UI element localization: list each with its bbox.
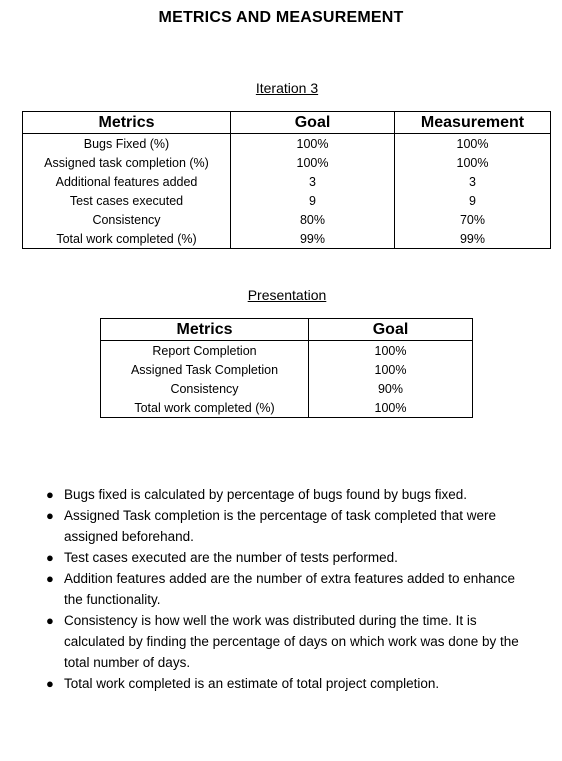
bullet-icon: ● bbox=[46, 571, 54, 586]
table-row: Assigned Task Completion 100% bbox=[100, 360, 473, 379]
metric-definitions-list: ● Bugs fixed is calculated by percentage… bbox=[34, 484, 534, 694]
list-item-text: Test cases executed are the number of te… bbox=[64, 550, 398, 565]
goal-value: 99% bbox=[230, 229, 395, 249]
goal-value: 100% bbox=[308, 360, 473, 379]
iteration-3-heading: Iteration 3 bbox=[255, 80, 319, 96]
list-item-text: Assigned Task completion is the percenta… bbox=[64, 508, 496, 544]
column-header-goal: Goal bbox=[230, 111, 395, 134]
list-item-text: Total work completed is an estimate of t… bbox=[64, 676, 440, 691]
list-item-text: Consistency is how well the work was dis… bbox=[64, 613, 519, 670]
list-item: ● Test cases executed are the number of … bbox=[34, 547, 534, 568]
bullet-icon: ● bbox=[46, 550, 54, 565]
table-row: Test cases executed 9 9 bbox=[22, 191, 551, 210]
table-row: Total work completed (%) 99% 99% bbox=[22, 229, 551, 249]
table-row: Report Completion 100% bbox=[100, 340, 473, 360]
table-header-row: Metrics Goal Measurement bbox=[22, 111, 551, 134]
bullet-icon: ● bbox=[46, 487, 54, 502]
goal-value: 100% bbox=[308, 340, 473, 360]
table-row: Bugs Fixed (%) 100% 100% bbox=[22, 133, 551, 153]
bullet-icon: ● bbox=[46, 508, 54, 523]
column-header-metrics: Metrics bbox=[100, 318, 309, 341]
column-header-metrics: Metrics bbox=[22, 111, 231, 134]
table-header-row: Metrics Goal bbox=[100, 318, 473, 341]
measurement-value: 70% bbox=[394, 210, 551, 229]
column-header-goal: Goal bbox=[308, 318, 473, 341]
goal-value: 100% bbox=[230, 153, 395, 172]
table-row: Assigned task completion (%) 100% 100% bbox=[22, 153, 551, 172]
table-row: Total work completed (%) 100% bbox=[100, 398, 473, 418]
table-row: Consistency 90% bbox=[100, 379, 473, 398]
measurement-value: 100% bbox=[394, 133, 551, 153]
metric-name: Additional features added bbox=[22, 172, 231, 191]
list-item-text: Bugs fixed is calculated by percentage o… bbox=[64, 487, 468, 502]
goal-value: 90% bbox=[308, 379, 473, 398]
metric-name: Consistency bbox=[22, 210, 231, 229]
table-row: Additional features added 3 3 bbox=[22, 172, 551, 191]
goal-value: 80% bbox=[230, 210, 395, 229]
bullet-icon: ● bbox=[46, 613, 54, 628]
column-header-measurement: Measurement bbox=[394, 111, 551, 134]
metric-name: Total work completed (%) bbox=[22, 229, 231, 249]
metric-name: Bugs Fixed (%) bbox=[22, 133, 231, 153]
iteration-3-table: Metrics Goal Measurement Bugs Fixed (%) … bbox=[22, 111, 551, 249]
goal-value: 3 bbox=[230, 172, 395, 191]
metric-name: Assigned Task Completion bbox=[100, 360, 309, 379]
metric-name: Report Completion bbox=[100, 340, 309, 360]
document-title: METRICS AND MEASUREMENT bbox=[158, 9, 404, 26]
presentation-table: Metrics Goal Report Completion 100% Assi… bbox=[100, 318, 473, 418]
measurement-value: 99% bbox=[394, 229, 551, 249]
measurement-value: 100% bbox=[394, 153, 551, 172]
bullet-icon: ● bbox=[46, 676, 54, 691]
list-item: ● Consistency is how well the work was d… bbox=[34, 610, 534, 673]
measurement-value: 3 bbox=[394, 172, 551, 191]
metric-name: Consistency bbox=[100, 379, 309, 398]
list-item: ● Addition features added are the number… bbox=[34, 568, 534, 610]
metric-name: Assigned task completion (%) bbox=[22, 153, 231, 172]
goal-value: 9 bbox=[230, 191, 395, 210]
metric-name: Total work completed (%) bbox=[100, 398, 309, 418]
goal-value: 100% bbox=[308, 398, 473, 418]
metric-name: Test cases executed bbox=[22, 191, 231, 210]
list-item: ● Bugs fixed is calculated by percentage… bbox=[34, 484, 534, 505]
goal-value: 100% bbox=[230, 133, 395, 153]
table-row: Consistency 80% 70% bbox=[22, 210, 551, 229]
list-item-text: Addition features added are the number o… bbox=[64, 571, 516, 607]
measurement-value: 9 bbox=[394, 191, 551, 210]
list-item: ● Total work completed is an estimate of… bbox=[34, 673, 534, 694]
presentation-heading: Presentation bbox=[247, 287, 327, 303]
list-item: ● Assigned Task completion is the percen… bbox=[34, 505, 534, 547]
